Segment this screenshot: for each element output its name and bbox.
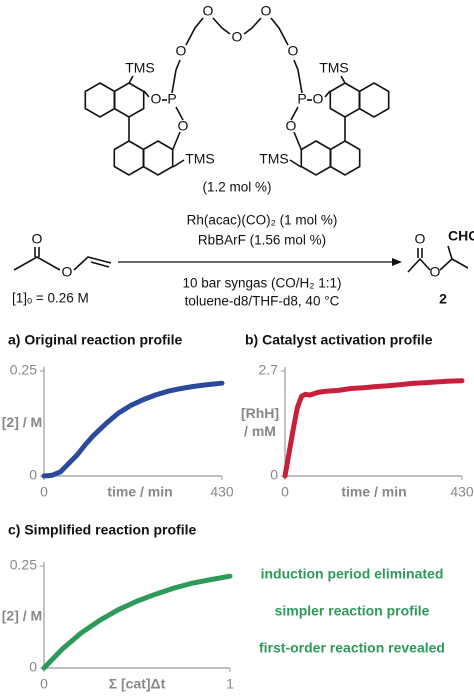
- atom: O: [288, 43, 299, 59]
- atom: O: [62, 264, 73, 280]
- atom: TMS: [185, 151, 215, 167]
- ligand-loading: (1.2 mol %): [202, 180, 271, 195]
- y-tick-label: 0.25: [10, 362, 37, 378]
- bond: [243, 17, 262, 35]
- y-tick-label: 0: [270, 467, 278, 483]
- ligand-rings: [84, 82, 390, 176]
- bond: [270, 17, 289, 46]
- annotation: simpler reaction profile: [275, 603, 430, 619]
- data-line: [41, 380, 225, 479]
- bond: [290, 106, 299, 121]
- y-tick-label: 0.25: [10, 557, 37, 573]
- atom: O: [415, 231, 426, 247]
- x-tick-label: 0: [281, 484, 289, 500]
- condition: Rh(acac)(CO)₂ (1 mol %): [187, 213, 338, 228]
- bond: [90, 261, 110, 268]
- aromatic-ring: [358, 82, 390, 118]
- ligand-bonds: [128, 17, 346, 168]
- bond: [212, 17, 231, 35]
- substrate-concentration: [1]ₒ = 0.26 M: [12, 291, 89, 306]
- y-tick-label: 0: [29, 659, 37, 675]
- product-group: CHO: [448, 228, 474, 244]
- arrowhead: [392, 258, 402, 266]
- atom: TMS: [319, 60, 349, 76]
- annotation: first-order reaction revealed: [259, 640, 445, 656]
- condition: 10 bar syngas (CO/H₂ 1:1): [182, 276, 341, 291]
- reaction: O O [1]ₒ = 0.26 M Rh(acac)(CO)₂ (1 mol %…: [12, 213, 474, 309]
- bond: [175, 106, 184, 121]
- bond: [13, 256, 61, 271]
- y-tick-label: 2.7: [259, 362, 279, 378]
- chart-title: b) Catalyst activation profile: [245, 332, 433, 348]
- bond: [293, 59, 303, 94]
- bond: [171, 59, 181, 94]
- atom: P: [297, 91, 306, 107]
- bond: [324, 90, 331, 98]
- atom: O: [232, 29, 243, 45]
- atom: O: [32, 231, 43, 247]
- bond: [407, 257, 431, 273]
- x-axis-label: time / min: [107, 484, 172, 500]
- atom: O: [151, 91, 162, 107]
- chart-title: c) Simplified reaction profile: [8, 522, 196, 538]
- bond: [439, 258, 469, 271]
- annotation: induction period eliminated: [261, 566, 444, 582]
- x-axis-label: time / min: [341, 484, 406, 500]
- atom: O: [178, 118, 189, 134]
- atom: O: [203, 3, 214, 19]
- data-line: [41, 573, 233, 671]
- atom: TMS: [259, 151, 289, 167]
- aromatic-ring: [84, 82, 116, 118]
- product-label: 2: [439, 291, 447, 307]
- aromatic-ring: [142, 140, 174, 176]
- x-tick-label: 0: [40, 484, 48, 500]
- bond: [185, 17, 204, 46]
- x-tick-label: 430: [450, 484, 474, 500]
- aromatic-ring: [300, 140, 332, 176]
- bond: [289, 159, 302, 168]
- bond: [447, 245, 453, 260]
- chart-title: a) Original reaction profile: [8, 332, 182, 348]
- y-tick-label: 0: [29, 467, 37, 483]
- atom: O: [313, 91, 324, 107]
- y-axis-label: [2] / M: [2, 608, 42, 624]
- x-tick-label: 430: [210, 484, 234, 500]
- bond: [172, 159, 185, 168]
- aromatic-ring: [113, 140, 145, 176]
- aromatic-ring: [329, 82, 361, 118]
- bond: [172, 131, 181, 150]
- atom: TMS: [125, 60, 155, 76]
- data-line: [282, 378, 465, 479]
- aromatic-ring: [329, 140, 361, 176]
- ligand-labels: O O O O O TMS O P O TMS TMS P O O TMS (1…: [125, 3, 349, 195]
- atom: O: [430, 264, 441, 280]
- y-axis-label: / mM: [244, 423, 276, 439]
- bond: [293, 131, 302, 150]
- atom: O: [176, 43, 187, 59]
- charts: a) Original reaction profile 0 0.25 0 430 tim…: [2, 332, 474, 692]
- bond: [340, 75, 346, 84]
- x-axis-label: Σ [cat]Δt: [109, 676, 166, 692]
- bond: [143, 90, 150, 98]
- condition: toluene-d8/THF-d8, 40 °C: [185, 294, 340, 309]
- bond: [73, 256, 112, 271]
- bond: [128, 75, 134, 84]
- x-tick-label: 0: [40, 676, 48, 692]
- x-tick-label: 1: [226, 676, 234, 692]
- condition: RbBArF (1.56 mol %): [198, 233, 326, 248]
- y-axis-label: [RhH]: [241, 405, 279, 421]
- atom: O: [286, 118, 297, 134]
- aromatic-ring: [113, 82, 145, 118]
- atom: O: [261, 3, 272, 19]
- atom: P: [167, 91, 176, 107]
- y-axis-label: [2] / M: [2, 414, 42, 430]
